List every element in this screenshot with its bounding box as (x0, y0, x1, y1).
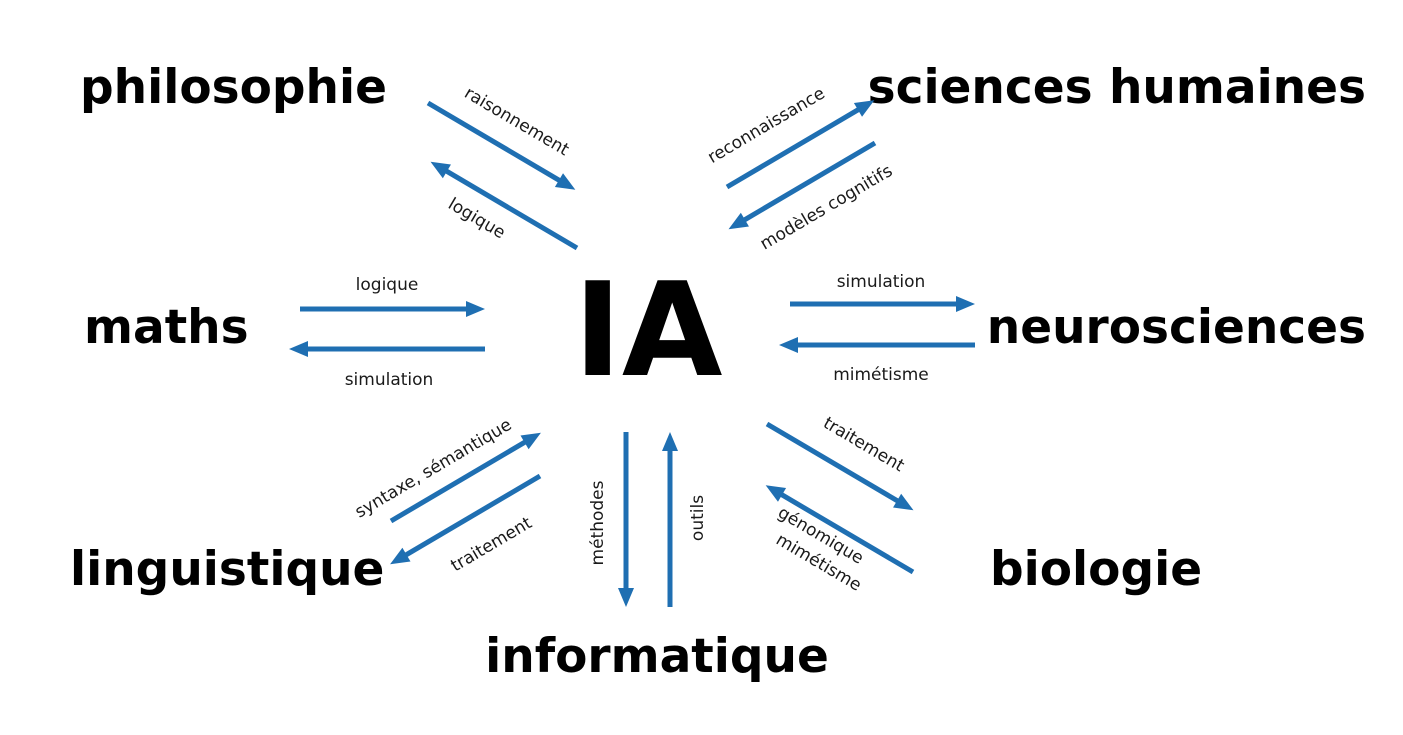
label-simulation-maths: simulation (345, 370, 434, 390)
label-modeles-cognitifs: modèles cognitifs (757, 161, 896, 254)
arrow-mimetisme-neuro (779, 337, 975, 353)
arrow-syntaxe-semantique (389, 432, 541, 524)
arrow-traitement-bio (765, 421, 914, 511)
arrow-reconnaissance (725, 100, 875, 190)
node-philosophie: philosophie (80, 60, 387, 115)
node-biologie: biologie (990, 542, 1202, 597)
node-neurosciences: neurosciences (987, 300, 1366, 355)
arrow-logique-maths (300, 301, 485, 317)
label-logique-maths: logique (356, 275, 419, 295)
arrow-raisonnement (426, 100, 576, 190)
label-outils: outils (688, 495, 708, 541)
label-raisonnement: raisonnement (461, 83, 573, 160)
label-reconnaissance: reconnaissance (704, 84, 828, 168)
arrow-traitement-ling (390, 473, 542, 565)
arrow-simulation-neuro (790, 296, 975, 312)
arrow-logique-philo (430, 161, 579, 251)
arrow-methodes (618, 432, 634, 607)
arrow-simulation-maths (289, 341, 485, 357)
label-methodes: méthodes (588, 480, 608, 565)
label-mimetisme-neuro: mimétisme (833, 365, 929, 385)
center-label: IA (574, 254, 723, 406)
label-simulation-neuro: simulation (837, 272, 926, 292)
label-traitement-bio: traitement (820, 413, 908, 476)
node-linguistique: linguistique (70, 542, 384, 597)
node-sciences-humaines: sciences humaines (868, 60, 1366, 115)
arrow-outils (662, 432, 678, 607)
arrow-modeles-cognitifs (728, 140, 877, 230)
node-informatique: informatique (485, 629, 829, 684)
node-maths: maths (84, 300, 249, 355)
arrow-genomique-mimetisme (765, 485, 915, 575)
